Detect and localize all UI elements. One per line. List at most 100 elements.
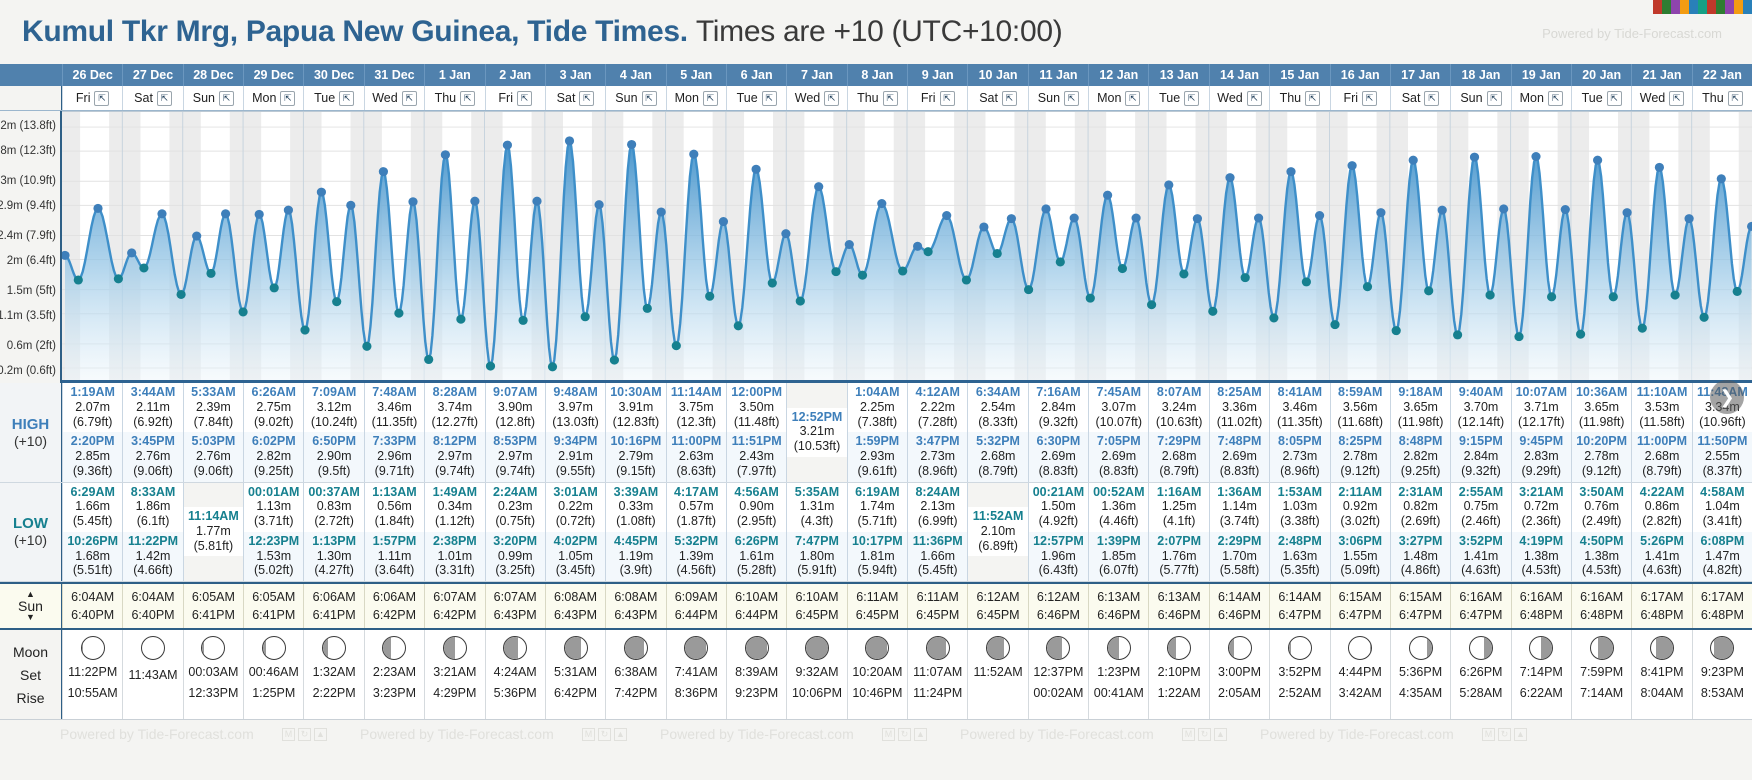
high-tide-height-ft: (9.12ft) <box>1340 463 1381 478</box>
moonrise-time: 7:14AM <box>1580 686 1624 701</box>
weekday-label: Mon <box>674 91 699 105</box>
weekday-cell[interactable]: Sat ⇱ <box>544 86 606 110</box>
weekday-label: Wed <box>794 91 821 105</box>
high-tide-height-m: 2.82m <box>256 449 292 463</box>
expand-icon[interactable]: ⇱ <box>1486 90 1502 106</box>
moon-phase-icon <box>1106 636 1131 660</box>
expand-icon[interactable]: ⇱ <box>761 90 777 106</box>
high-tide-time: 8:53PM <box>493 434 538 449</box>
expand-icon[interactable]: ⇱ <box>1669 90 1685 106</box>
weekday-cell[interactable]: Fri ⇱ <box>907 86 968 110</box>
high-tide-height-m: 3.46m <box>377 399 412 414</box>
weekday-cell[interactable]: Wed ⇱ <box>786 86 847 110</box>
expand-icon[interactable]: ⇱ <box>702 90 718 106</box>
weekday-cell[interactable]: Tue ⇱ <box>303 86 364 110</box>
weekday-cell[interactable]: Wed ⇱ <box>1631 86 1692 110</box>
expand-icon[interactable]: ⇱ <box>1125 90 1141 106</box>
weekday-cell[interactable]: Thu ⇱ <box>1269 86 1330 110</box>
high-tide-event: 3:44AM 2.11m (6.92ft) <box>123 383 183 433</box>
sunset-time: 6:43PM <box>554 608 598 622</box>
expand-icon[interactable]: ⇱ <box>1547 90 1563 106</box>
moonrise-time: 8:04AM <box>1640 686 1684 701</box>
high-tide-event: 1:19AM 2.07m (6.79ft) <box>63 383 123 433</box>
weekday-cell[interactable]: Wed ⇱ <box>363 86 425 110</box>
weekday-cell[interactable]: Mon ⇱ <box>1510 86 1571 110</box>
moon-cell: 7:59PM 7:14AM <box>1570 630 1632 719</box>
high-tide-height-ft: (9.5ft) <box>317 463 351 478</box>
weekday-cell[interactable]: Sat ⇱ <box>1389 86 1451 110</box>
weekday-label: Thu <box>1279 91 1302 105</box>
low-tide-cell: 8:24AM 2.13m (6.99ft) 11:36PM 1.66m (5.45ft) <box>907 482 968 581</box>
sun-cell: 6:09AM 6:44PM <box>665 584 726 628</box>
expand-icon[interactable]: ⇱ <box>1001 90 1017 106</box>
sunrise-time: 6:06AM <box>312 590 356 604</box>
high-tide-event: 10:20PM 2.78m (9.12ft) <box>1571 432 1632 482</box>
expand-icon[interactable]: ⇱ <box>401 90 417 106</box>
weekday-cell[interactable]: Thu ⇱ <box>846 86 908 110</box>
scroll-right-badge[interactable]: ❯ <box>1710 380 1744 414</box>
expand-icon[interactable]: ⇱ <box>1727 90 1743 106</box>
moon-phase-icon <box>1468 636 1493 660</box>
weekday-cell[interactable]: Mon ⇱ <box>243 86 304 110</box>
expand-icon[interactable]: ⇱ <box>641 90 657 106</box>
low-tide-event: 2:11AM 0.92m (3.02ft) <box>1330 482 1390 532</box>
expand-icon[interactable]: ⇱ <box>824 90 840 106</box>
expand-icon[interactable]: ⇱ <box>460 90 476 106</box>
weekday-cell[interactable]: Fri ⇱ <box>62 86 123 110</box>
high-tide-height-ft: (9.25ft) <box>1400 463 1441 478</box>
weekday-cell[interactable]: Tue ⇱ <box>1148 86 1209 110</box>
weekday-cell[interactable]: Tue ⇱ <box>1570 86 1632 110</box>
low-tide-event: 4:19PM 1.38m (4.53ft) <box>1511 531 1571 581</box>
high-tide-height-m: 2.69m <box>1041 449 1076 463</box>
weekday-cell[interactable]: Thu ⇱ <box>1691 86 1752 110</box>
expand-icon[interactable]: ⇱ <box>1246 90 1262 106</box>
expand-icon[interactable]: ⇱ <box>1064 90 1080 106</box>
weekday-cell[interactable]: Tue ⇱ <box>725 86 787 110</box>
weekday-cell[interactable]: Sun ⇱ <box>182 86 244 110</box>
expand-icon[interactable]: ⇱ <box>1606 90 1622 106</box>
expand-icon[interactable]: ⇱ <box>1184 90 1200 106</box>
expand-icon[interactable]: ⇱ <box>516 90 532 106</box>
weekday-cell[interactable]: Fri ⇱ <box>484 86 545 110</box>
low-tide-height-m: 1.19m <box>618 548 654 563</box>
weekday-cell[interactable]: Sat ⇱ <box>122 86 183 110</box>
expand-icon[interactable]: ⇱ <box>339 90 355 106</box>
tide-chart-plot[interactable] <box>62 111 1752 383</box>
weekday-cell[interactable]: Mon ⇱ <box>665 86 726 110</box>
sun-cell: 6:04AM 6:40PM <box>122 584 183 628</box>
weekday-cell[interactable]: Sun ⇱ <box>1027 86 1089 110</box>
high-tide-height-ft: (6.92ft) <box>133 414 173 429</box>
high-tide-height-m: 2.73m <box>920 449 956 463</box>
high-tide-height-m: 2.07m <box>75 399 111 414</box>
low-tide-event: 1:57PM 1.11m (3.64ft) <box>364 531 425 581</box>
expand-icon[interactable]: ⇱ <box>1362 90 1378 106</box>
high-tide-event: 7:33PM 2.96m (9.71ft) <box>364 432 425 482</box>
weekday-cell[interactable]: Fri ⇱ <box>1329 86 1390 110</box>
expand-icon[interactable]: ⇱ <box>219 90 235 106</box>
sun-row: ▲ Sun ▼ 6:04AM 6:40PM 6:04AM 6:40PM 6:05AM 6:… <box>0 582 1752 630</box>
weekday-cell[interactable]: Mon ⇱ <box>1088 86 1149 110</box>
expand-icon[interactable]: ⇱ <box>939 90 955 106</box>
weekday-cell[interactable]: Thu ⇱ <box>424 86 485 110</box>
high-tide-label: HIGH (+10) <box>0 383 62 482</box>
sunset-time: 6:46PM <box>1036 608 1080 622</box>
moonset-time: 11:22PM <box>68 665 118 679</box>
expand-icon[interactable]: ⇱ <box>1305 90 1321 106</box>
expand-icon[interactable]: ⇱ <box>156 90 172 106</box>
expand-icon[interactable]: ⇱ <box>280 90 296 106</box>
weekday-cell[interactable]: Sat ⇱ <box>967 86 1028 110</box>
expand-icon[interactable]: ⇱ <box>94 90 110 106</box>
moonset-time: 6:26PM <box>1459 665 1503 679</box>
expand-icon[interactable]: ⇱ <box>882 90 898 106</box>
weekday-cell[interactable]: Sun ⇱ <box>1450 86 1511 110</box>
sun-cell: 6:07AM 6:43PM <box>484 584 545 628</box>
high-tide-height-ft: (9.55ft) <box>555 463 596 478</box>
moonrise-time: 10:55AM <box>67 686 118 701</box>
expand-icon[interactable]: ⇱ <box>579 90 595 106</box>
weekday-cell[interactable]: Wed ⇱ <box>1208 86 1270 110</box>
low-tide-cell: 1:49AM 0.34m (1.12ft) 2:38PM 1.01m (3.31ft) <box>424 482 485 581</box>
expand-icon[interactable]: ⇱ <box>1424 90 1440 106</box>
weekday-cell[interactable]: Sun ⇱ <box>605 86 666 110</box>
date-cell: 21 Jan <box>1631 64 1691 86</box>
weekday-label: Tue <box>1581 91 1603 105</box>
